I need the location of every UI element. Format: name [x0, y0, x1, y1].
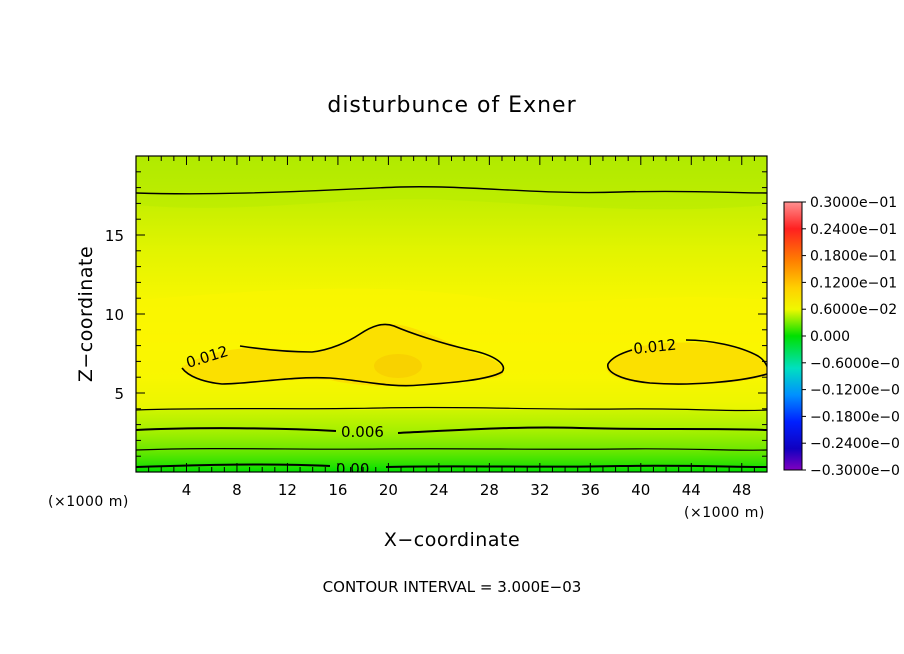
x-tick-label: 48: [732, 481, 751, 499]
warm-spot: [374, 354, 422, 378]
x-tick-label: 20: [379, 481, 398, 499]
colorbar-label: 0.2400e−01: [810, 222, 897, 238]
contour-label-0006: 0.006: [341, 423, 384, 441]
x-tick-label: 36: [581, 481, 600, 499]
x-tick-label: 4: [182, 481, 192, 499]
warm-core-left: [182, 323, 504, 386]
y-axis-title: Z−coordinate: [75, 246, 97, 382]
x-axis-ticks: 4 8 12 16 20 24 28 32 36 40 44 48: [148, 156, 755, 499]
x-tick-label: 12: [278, 481, 297, 499]
x-tick-label: 32: [530, 481, 549, 499]
colorbar-label: −0.3000e−0: [810, 463, 900, 479]
colorbar-label: 0.1200e−01: [810, 275, 897, 291]
x-tick-label: 40: [631, 481, 650, 499]
x-tick-label: 8: [232, 481, 242, 499]
contour-0012-left: [181, 323, 505, 387]
x-axis-title: X−coordinate: [384, 529, 520, 551]
plot-area: 0.012 0.006 0.00 0.012: [136, 156, 767, 478]
y-tick-label: 5: [114, 385, 124, 403]
contour-label-0012-right: 0.012: [633, 336, 678, 358]
colorbar-label: 0.6000e−02: [810, 302, 897, 318]
y-axis-ticks: 5 10 15: [105, 171, 767, 457]
contour-upper: [136, 186, 767, 195]
contour-mid: [136, 406, 767, 412]
colorbar-label: −0.1200e−0: [810, 383, 900, 399]
y-tick-label: 10: [105, 306, 124, 324]
colorbar-label: 0.3000e−01: [810, 195, 897, 211]
warm-core-right: [606, 342, 767, 386]
colorbar: 0.3000e−01 0.2400e−01 0.1800e−01 0.1200e−01…: [783, 195, 900, 479]
x-tick-label: 16: [328, 481, 347, 499]
colorbar-gradient: [783, 201, 803, 471]
field-band-upper: [136, 156, 767, 210]
contour-low: [136, 448, 767, 451]
colorbar-ticks: 0.3000e−01 0.2400e−01 0.1800e−01 0.1200e−01…: [802, 195, 900, 479]
y-tick-label: 15: [105, 227, 124, 245]
colorbar-label: 0.000: [810, 329, 850, 345]
contour-label-000: 0.00: [336, 460, 369, 478]
contour-0012-right: [607, 339, 767, 385]
colorbar-label: −0.1800e−0: [810, 409, 900, 425]
colorbar-label: 0.1800e−01: [810, 249, 897, 265]
x-unit-left: (×1000 m): [48, 494, 129, 510]
x-tick-label: 44: [682, 481, 701, 499]
colorbar-label: −0.6000e−0: [810, 356, 900, 372]
contour-000: [136, 463, 767, 468]
x-tick-label: 24: [429, 481, 448, 499]
contour-0006: [136, 426, 767, 434]
x-unit-right: (×1000 m): [684, 505, 765, 521]
chart-title: disturbunce of Exner: [327, 93, 576, 118]
contour-interval-note: CONTOUR INTERVAL = 3.000E−03: [323, 578, 582, 596]
colorbar-label: −0.2400e−0: [810, 436, 900, 452]
x-tick-label: 28: [480, 481, 499, 499]
